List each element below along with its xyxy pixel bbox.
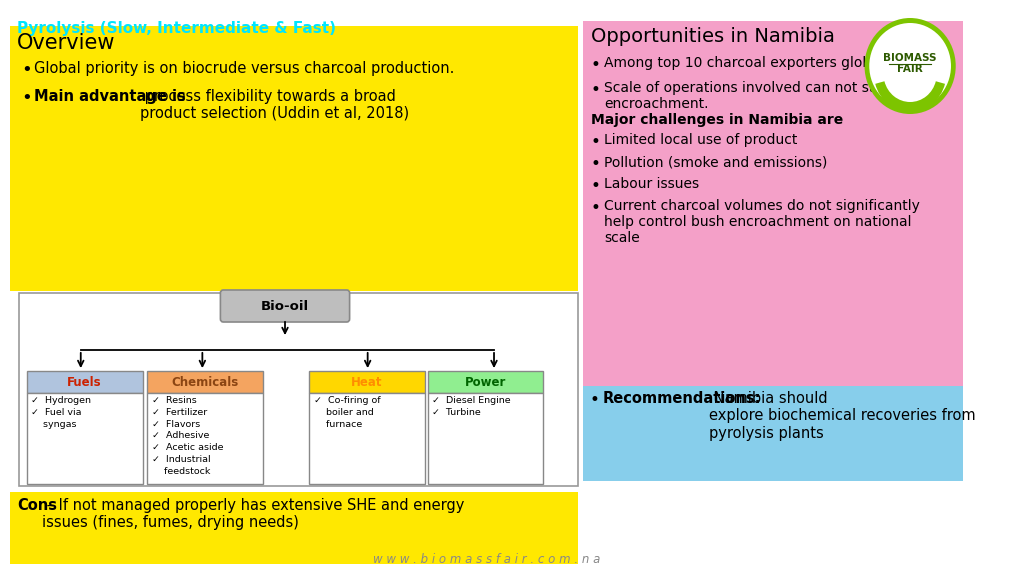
Text: •: •	[591, 133, 601, 151]
Bar	[309, 371, 425, 393]
Bar	[147, 393, 263, 484]
Circle shape	[869, 23, 951, 109]
Bar	[584, 21, 964, 481]
Text: •: •	[591, 177, 601, 195]
Text: Limited local use of product: Limited local use of product	[604, 133, 798, 147]
Text: Recommendations:: Recommendations:	[602, 391, 761, 406]
Text: Overview: Overview	[17, 33, 116, 53]
Bar	[9, 26, 578, 291]
Text: Chemicals: Chemicals	[172, 376, 239, 388]
Text: ✓  Diesel Engine
✓  Turbine: ✓ Diesel Engine ✓ Turbine	[432, 396, 511, 417]
Text: Major challenges in Namibia are: Major challenges in Namibia are	[591, 113, 843, 127]
Text: Power: Power	[465, 376, 506, 388]
Text: •: •	[591, 155, 601, 173]
Bar	[19, 293, 578, 486]
Text: ✓  Resins
✓  Fertilizer
✓  Flavors
✓  Adhesive
✓  Acetic aside
✓  Industrial
   : ✓ Resins ✓ Fertilizer ✓ Flavors ✓ Adhesi…	[152, 396, 223, 476]
Text: Scale of operations involved can not stop
encroachment.: Scale of operations involved can not sto…	[604, 81, 892, 111]
Text: Cons: Cons	[17, 498, 57, 513]
Circle shape	[864, 18, 955, 114]
Text: •: •	[591, 56, 601, 74]
Bar	[584, 386, 964, 481]
Bar	[147, 371, 263, 393]
Text: Global priority is on biocrude versus charcoal production.: Global priority is on biocrude versus ch…	[34, 61, 455, 76]
Bar	[427, 371, 544, 393]
Text: ✓  Co-firing of
    boiler and
    furnace: ✓ Co-firing of boiler and furnace	[313, 396, 380, 429]
Text: – If not managed properly has extensive SHE and energy
issues (fines, fumes, dry: – If not managed properly has extensive …	[42, 498, 465, 530]
Bar	[27, 393, 142, 484]
Bar	[427, 393, 544, 484]
Text: Bio-oil: Bio-oil	[261, 300, 309, 313]
Bar	[309, 393, 425, 484]
Text: process flexibility towards a broad
product selection (Uddin et al, 2018): process flexibility towards a broad prod…	[140, 89, 410, 122]
Wedge shape	[876, 81, 945, 112]
Text: •: •	[591, 199, 601, 217]
Text: Opportunities in Namibia: Opportunities in Namibia	[591, 27, 835, 46]
Bar	[27, 371, 142, 393]
Text: FAIR: FAIR	[897, 64, 923, 74]
Text: Pyrolysis (Slow, Intermediate & Fast): Pyrolysis (Slow, Intermediate & Fast)	[17, 21, 336, 36]
FancyBboxPatch shape	[220, 290, 349, 322]
Text: BIOMASS: BIOMASS	[884, 53, 937, 63]
Text: Main advantage is: Main advantage is	[34, 89, 186, 104]
Text: •: •	[20, 61, 32, 79]
Text: Heat: Heat	[351, 376, 382, 388]
Text: Current charcoal volumes do not significantly
help control bush encroachment on : Current charcoal volumes do not signific…	[604, 199, 921, 245]
Text: •: •	[589, 391, 599, 409]
Text: Labour issues: Labour issues	[604, 177, 699, 191]
Text: Namibia should
explore biochemical recoveries from
pyrolysis plants: Namibia should explore biochemical recov…	[709, 391, 975, 441]
Text: •: •	[20, 89, 32, 107]
Text: ✓  Hydrogen
✓  Fuel via
    syngas: ✓ Hydrogen ✓ Fuel via syngas	[32, 396, 91, 429]
Text: •: •	[591, 81, 601, 99]
Text: Pollution (smoke and emissions): Pollution (smoke and emissions)	[604, 155, 827, 169]
Text: w w w . b i o m a s s f a i r . c o m . n a: w w w . b i o m a s s f a i r . c o m . …	[373, 553, 600, 566]
Text: Among top 10 charcoal exporters globally.: Among top 10 charcoal exporters globally…	[604, 56, 898, 70]
Text: Fuels: Fuels	[68, 376, 101, 388]
Bar	[9, 492, 578, 564]
